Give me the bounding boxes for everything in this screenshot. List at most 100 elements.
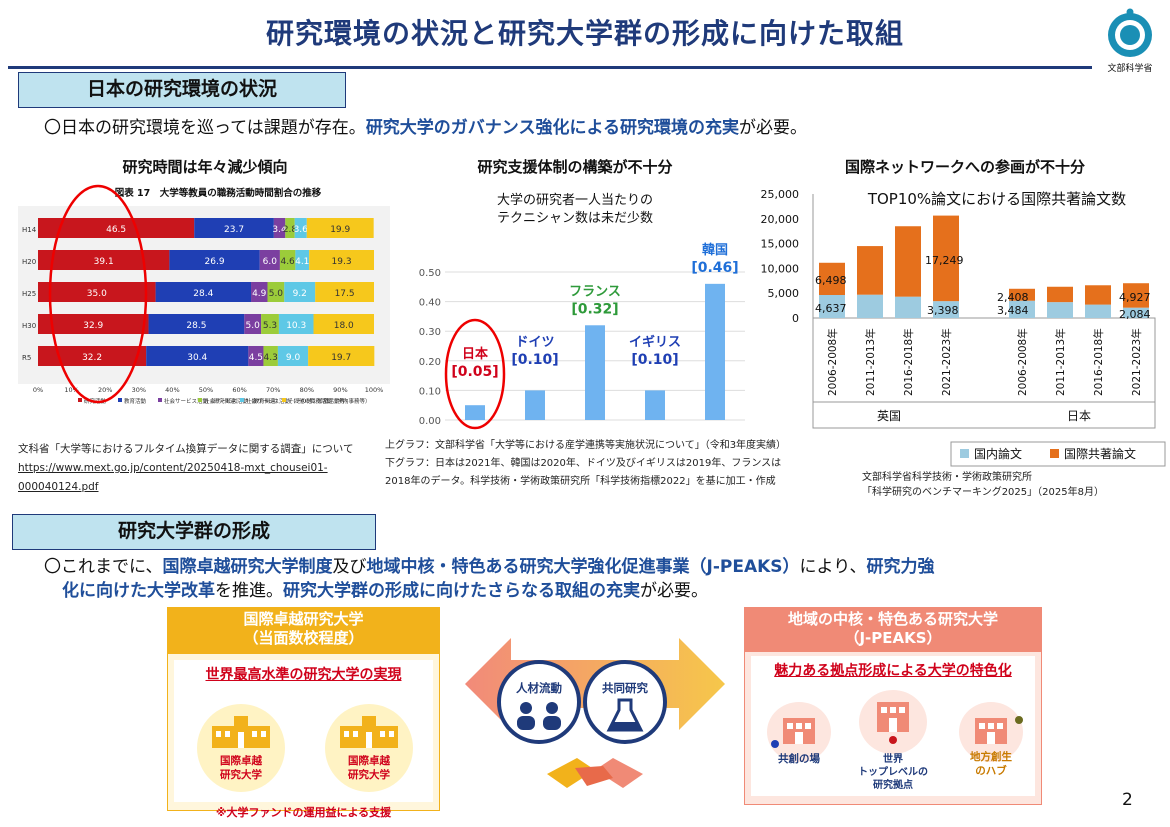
chart1-bar-segment — [308, 346, 375, 366]
section1-heading: 日本の研究環境の状況 — [18, 72, 346, 108]
chart3-data-label: 3,398 — [927, 304, 959, 317]
s2-l1-e: により、 — [799, 557, 867, 577]
chart3-bar-domestic — [1009, 300, 1035, 318]
page-number: 2 — [1122, 790, 1133, 810]
chart3-data-label: 4,927 — [1119, 291, 1151, 304]
panel1-source-link-cont[interactable]: 000040124.pdf — [18, 481, 99, 493]
chart3-legend-swatch — [1050, 449, 1059, 458]
intl-papers-chart-caption: TOP10%論文における国際共著論文数 — [867, 190, 1126, 208]
chart2-value-label: [0.05] — [451, 364, 498, 380]
chart1-data-label: 23.7 — [224, 225, 244, 235]
jpeaks-title-line2: （J-PEAKS） — [844, 629, 942, 647]
chart1-data-label: 32.2 — [82, 353, 102, 363]
s2-l1-f: 研究力強 — [866, 557, 935, 577]
ministry-name: 文部科学省 — [1107, 62, 1152, 74]
chart1-data-label: 4.3 — [264, 353, 278, 363]
joint-research-label: 共同研究 — [602, 681, 648, 695]
s2-l2-b: を推進。 — [215, 581, 283, 601]
chart1-bar-segment — [306, 218, 374, 238]
panel1-source-link[interactable]: https://www.mext.go.jp/content/20250418-… — [18, 462, 328, 474]
chart1-bar-segment — [169, 250, 260, 270]
ministry-logo: 文部科学省 — [1100, 5, 1160, 75]
chart1-category-label: H30 — [22, 322, 36, 330]
chart1-x-tick: 100% — [365, 386, 384, 394]
chart2-category-label: ドイツ — [515, 335, 554, 350]
chart1-legend-label: 教育活動 — [124, 397, 147, 405]
jpeaks-subtitle: 魅力ある拠点形成による大学の特色化 — [774, 663, 1012, 679]
chart3-x-tick: 2006-2008年 — [1016, 328, 1029, 396]
chart2-value-label: [0.46] — [691, 260, 738, 276]
chart1-bar-segment — [295, 250, 310, 270]
chart1-bar-segment — [38, 218, 195, 238]
chart2-value-label: [0.32] — [571, 301, 618, 317]
s2-l1-d: 地域中核・特色ある研究大学強化促進事業（J-PEAKS） — [366, 557, 800, 577]
chart1-data-label: 28.5 — [186, 321, 206, 331]
chart3-y-tick: 20,000 — [761, 213, 800, 226]
lead-text: 〇日本の研究環境を巡っては課題が存在。 — [44, 118, 366, 138]
chart3-group-label: 日本 — [1067, 409, 1091, 423]
chart2-y-tick: 0.40 — [419, 298, 441, 309]
chart1-bar-segment — [285, 218, 295, 238]
chart3-data-label: 3,484 — [997, 304, 1029, 317]
chart1-bar-segment — [279, 250, 296, 270]
chart2-bar — [585, 325, 605, 420]
chart1-bar-segment — [194, 218, 274, 238]
chart3-data-label: 2,408 — [997, 291, 1029, 304]
chart3-bar-intl — [1009, 288, 1035, 301]
title-divider — [8, 66, 1092, 69]
chart1-data-label: 9.0 — [286, 353, 301, 363]
s2-l1-c: 及び — [332, 557, 367, 577]
chart1-x-tick: 50% — [199, 386, 213, 394]
intl-card-title-line1: 国際卓越研究大学 — [243, 610, 364, 628]
intl-excellence-card-header: 国際卓越研究大学 （当面数校程度） — [168, 608, 439, 654]
chart1-bar-segment — [315, 282, 374, 302]
ministry-emblem-icon — [1108, 8, 1152, 57]
chart3-bar-intl — [819, 262, 845, 296]
chart3-legend-swatch — [960, 449, 969, 458]
chart3-y-tick: 25,000 — [761, 188, 800, 201]
caption-line1: 大学の研究者一人当たりの — [496, 193, 653, 208]
jpeaks-card-body: 魅力ある拠点形成による大学の特色化 共創の場 世界 トップレベルの 研究拠点 地… — [751, 656, 1035, 796]
intl-card-footnote: ※大学ファンドの運用益による支援 — [215, 806, 392, 819]
caption-line2: テクニシャン数は未だ少数 — [496, 211, 653, 226]
chart1-data-label: 9.2 — [293, 289, 307, 299]
chart3-data-label: 17,249 — [925, 254, 964, 267]
chart2-y-tick: 0.20 — [419, 357, 441, 368]
chart1-data-label: 32.9 — [83, 321, 103, 331]
chart1-category-label: H25 — [22, 290, 36, 298]
chart1-bar-segment — [148, 314, 245, 334]
chart1-bar-segment — [244, 314, 262, 334]
chart1-data-label: 4.9 — [252, 289, 267, 299]
chart3-y-tick: 15,000 — [761, 238, 800, 251]
chart1-bar-segment — [155, 282, 252, 302]
chart1-category-label: R5 — [22, 354, 31, 362]
jpeaks-title-line1: 地域の中核・特色ある研究大学 — [787, 610, 998, 628]
chart1-bar-segment — [251, 282, 268, 302]
chart1-legend-label: 社会サービス活動（その他：診療活動等） — [246, 397, 351, 405]
panel1-heading: 研究時間は年々減少傾向 — [122, 158, 288, 176]
research-time-chart-title: 図表 17 大学等教員の職務活動時間割合の推移 — [115, 187, 322, 199]
chart1-x-tick: 70% — [266, 386, 280, 394]
chart2-category-label: 日本 — [462, 346, 488, 362]
panel2-source-line3: 2018年のデータ。科学技術・学術政策研究所「科学技術指標2022」を基に加工・… — [385, 476, 776, 487]
chart2-bar — [705, 283, 725, 420]
chart1-data-label: 4.1 — [295, 257, 309, 267]
chart3-bar-intl — [933, 215, 959, 302]
world-top-label-line3: 研究拠点 — [873, 778, 913, 791]
chart1-bar-segment — [38, 314, 149, 334]
technician-chart-caption: 大学の研究者一人当たりの テクニシャン数は未だ少数 — [400, 192, 750, 228]
chart2-y-tick: 0.10 — [419, 386, 441, 397]
chart1-x-tick: 60% — [232, 386, 246, 394]
chart1-bar-segment — [309, 250, 374, 270]
chart3-y-tick: 0 — [792, 312, 799, 325]
jpeaks-card-header: 地域の中核・特色ある研究大学 （J-PEAKS） — [745, 608, 1041, 652]
university-icon: 国際卓越 研究大学 — [325, 704, 413, 792]
chart1-data-label: 4.6 — [280, 257, 295, 267]
panel3-source: 文部科学省科学技術・学術政策研究所 「科学研究のベンチマーキング2025」（20… — [862, 470, 1162, 500]
chart3-bar-domestic — [819, 295, 845, 318]
chart1-data-label: 35.0 — [87, 289, 107, 299]
chart1-x-tick: 10% — [64, 386, 78, 394]
panel1-source: 文科省「大学等におけるフルタイム換算データに関する調査」について https:/… — [18, 440, 388, 497]
university-icon: 国際卓越 研究大学 — [197, 704, 285, 792]
chart1-data-label: 5.3 — [263, 321, 277, 331]
